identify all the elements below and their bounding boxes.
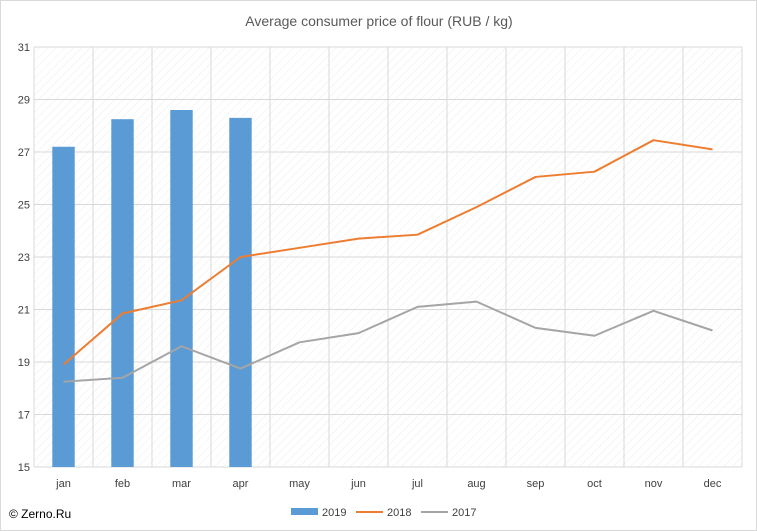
y-tick-label: 25 [18, 200, 30, 212]
bar-2019-feb [111, 119, 134, 467]
y-tick-label: 21 [18, 305, 30, 317]
y-tick-label: 15 [18, 462, 30, 474]
y-tick-label: 23 [18, 252, 30, 264]
y-tick-label: 17 [18, 410, 30, 422]
x-tick-label: jun [350, 478, 366, 490]
x-tick-label: jul [411, 478, 423, 490]
legend-swatch-2019 [291, 508, 318, 515]
bar-2019-jan [52, 146, 75, 467]
x-tick-label: mar [172, 478, 191, 490]
x-tick-label: feb [115, 478, 130, 490]
x-tick-label: apr [233, 478, 249, 490]
legend-label-2019: 2019 [322, 507, 346, 519]
line-series [62, 139, 713, 383]
y-tick-label: 19 [18, 357, 30, 369]
line-2018 [62, 139, 713, 366]
y-tick-label: 31 [18, 42, 30, 54]
x-tick-label: nov [645, 478, 663, 490]
legend-label-2018: 2018 [387, 507, 411, 519]
bar-series-2019 [52, 110, 252, 467]
x-axis-ticks: jan feb mar apr may jun jul aug sep oct nov dec [55, 478, 722, 490]
bar-2019-mar [170, 110, 193, 467]
x-tick-label: sep [527, 478, 545, 490]
x-tick-label: jan [55, 478, 71, 490]
chart-title: Average consumer price of flour (RUB / k… [245, 13, 512, 29]
x-tick-label: aug [467, 478, 485, 490]
x-tick-label: may [289, 478, 310, 490]
y-tick-label: 29 [18, 95, 30, 107]
source-credit: © Zerno.Ru [9, 507, 71, 521]
y-tick-label: 27 [18, 147, 30, 159]
legend: 2019 2018 2017 [291, 507, 476, 519]
bar-2019-apr [229, 117, 252, 467]
line-2017 [63, 300, 713, 383]
y-axis-ticks: 15 17 19 21 23 25 27 29 31 [18, 42, 30, 474]
x-tick-label: oct [587, 478, 602, 490]
x-tick-label: dec [704, 478, 722, 490]
legend-label-2017: 2017 [452, 507, 476, 519]
